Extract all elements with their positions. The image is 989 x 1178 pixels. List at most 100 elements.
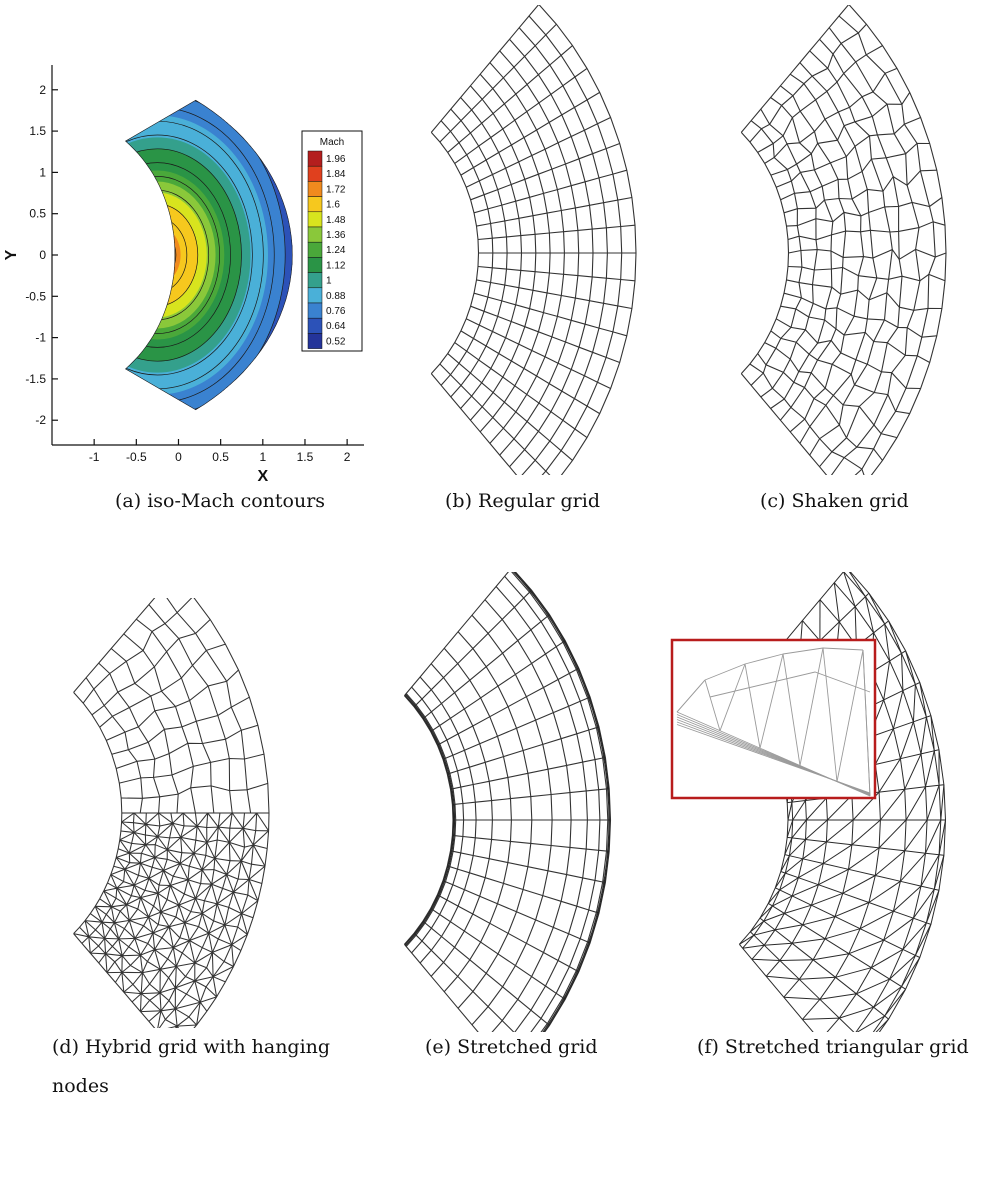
mesh-radial-line: [82, 596, 194, 704]
mesh-tri-edge: [98, 953, 107, 964]
legend-label: 0.88: [326, 291, 346, 302]
mesh-tri-edge: [823, 844, 853, 864]
mesh-tri-edge: [126, 895, 132, 905]
mesh-tri-edge: [739, 934, 755, 945]
mesh-tri-edge: [257, 883, 263, 901]
mesh-tri-edge: [160, 1010, 166, 1020]
mesh-tri-edge: [902, 690, 914, 722]
mesh-tri-edge: [217, 826, 230, 843]
mesh-tri-edge: [802, 620, 821, 642]
mesh-tri-edge: [904, 753, 922, 790]
mesh-tri-edge: [784, 837, 793, 855]
mesh-tri-edge: [175, 987, 187, 995]
mesh-tri-edge: [195, 898, 203, 914]
inset-diagonal-line: [822, 647, 838, 782]
mesh-tri-edge: [759, 917, 765, 922]
mesh-tri-edge: [128, 946, 141, 956]
mesh-tri-edge: [933, 750, 940, 786]
mesh-tri-edge: [121, 821, 135, 833]
mesh-tri-edge: [202, 947, 213, 953]
mesh-tri-edge: [901, 957, 921, 987]
mesh-radial-line: [473, 169, 627, 214]
mesh-tri-edge: [160, 899, 168, 913]
mesh-radial-line: [786, 279, 942, 311]
mesh-tri-edge: [89, 945, 99, 954]
mesh-tri-edge: [751, 944, 765, 960]
mesh-tri-edge: [178, 904, 186, 923]
mesh-tri-edge: [775, 887, 780, 891]
mesh-tri-edge: [798, 959, 814, 980]
mesh-tri-edge: [900, 753, 922, 760]
mesh-arc-line: [110, 648, 179, 814]
y-tick-label: -0.5: [25, 289, 46, 303]
mesh-radial-line: [413, 589, 532, 708]
mesh-tri-edge: [231, 944, 242, 952]
mesh-tri-edge: [73, 933, 83, 944]
mesh-tri-edge: [232, 878, 239, 893]
mesh-radial-line: [783, 169, 937, 214]
mesh-tri-edge: [879, 847, 905, 852]
mesh-tri-edge: [147, 916, 154, 934]
mesh-tri-edge: [179, 937, 190, 942]
mesh-tri-edge: [198, 913, 203, 927]
mesh-tri-edge: [920, 717, 927, 754]
mesh-tri-edge: [184, 922, 191, 941]
mesh-tri-edge: [142, 972, 151, 985]
mesh-tri-edge: [802, 924, 826, 940]
mesh-tri-edge: [169, 823, 174, 839]
mesh-tri-edge: [184, 922, 199, 928]
mesh-tri-edge: [121, 821, 134, 824]
mesh-tri-edge: [89, 913, 103, 923]
x-tick-label: -0.5: [126, 450, 147, 464]
mesh-arc-line: [148, 604, 233, 814]
zoom-inset-mesh: [676, 647, 871, 797]
mesh-tri-edge: [892, 690, 904, 729]
legend-label: 1: [326, 276, 332, 287]
mesh-tri-edge: [838, 993, 857, 1019]
mesh-tri-edge: [103, 887, 117, 892]
mesh-tri-edge: [110, 897, 117, 908]
mesh-tri-edge: [817, 863, 824, 885]
inset-diagonal-line: [744, 663, 761, 749]
mesh-tri-edge: [913, 917, 927, 924]
mesh-tri-edge: [791, 942, 814, 961]
mesh-tri-edge: [133, 831, 146, 836]
mesh-radial-line: [413, 932, 532, 1051]
mesh-tri-edge: [201, 933, 210, 948]
mesh-tri-edge: [208, 920, 215, 934]
mesh-tri-edge: [802, 1019, 821, 1041]
mesh-tri-edge: [163, 863, 181, 871]
mesh-tri-edge: [774, 929, 793, 944]
mesh-tri-edge: [806, 797, 827, 821]
mesh-tri-edge: [248, 864, 253, 880]
mesh-tri-edge: [122, 954, 141, 957]
mesh-tri-edge: [180, 836, 196, 841]
mesh-tri-edge: [188, 853, 195, 867]
mesh-tri-edge: [178, 893, 185, 906]
mesh-tri-edge: [874, 847, 880, 876]
y-tick-label: -1.5: [25, 372, 46, 386]
mesh-tri-edge: [943, 784, 946, 821]
mesh-tri-edge: [201, 900, 205, 914]
inset-diagonal-line: [862, 649, 871, 797]
mesh-tri-edge: [152, 932, 163, 939]
mesh-tri-edge: [140, 892, 159, 899]
mesh-arc-line: [509, 569, 609, 1071]
mesh-tri-edge: [188, 1001, 201, 1018]
legend-swatch: [307, 287, 323, 304]
mesh-radial-line: [780, 305, 930, 363]
mesh-tri-edge: [226, 860, 231, 875]
mesh-tri-edge: [839, 1006, 874, 1019]
mesh-radial-line: [740, 4, 850, 133]
mesh-tri-edge: [172, 822, 185, 827]
mesh-tri-edge: [160, 1008, 176, 1012]
mesh-tri-edge: [256, 812, 270, 832]
mesh-tri-edge: [925, 786, 928, 821]
mesh-tri-edge: [848, 953, 872, 969]
mesh-tri-edge: [252, 830, 269, 846]
inset-radial-line: [799, 647, 824, 766]
mesh-tri-edge: [182, 812, 185, 826]
mesh-tri-edge: [194, 976, 214, 982]
mesh-tri-edge: [179, 862, 190, 867]
mesh-tri-edge: [114, 919, 130, 924]
